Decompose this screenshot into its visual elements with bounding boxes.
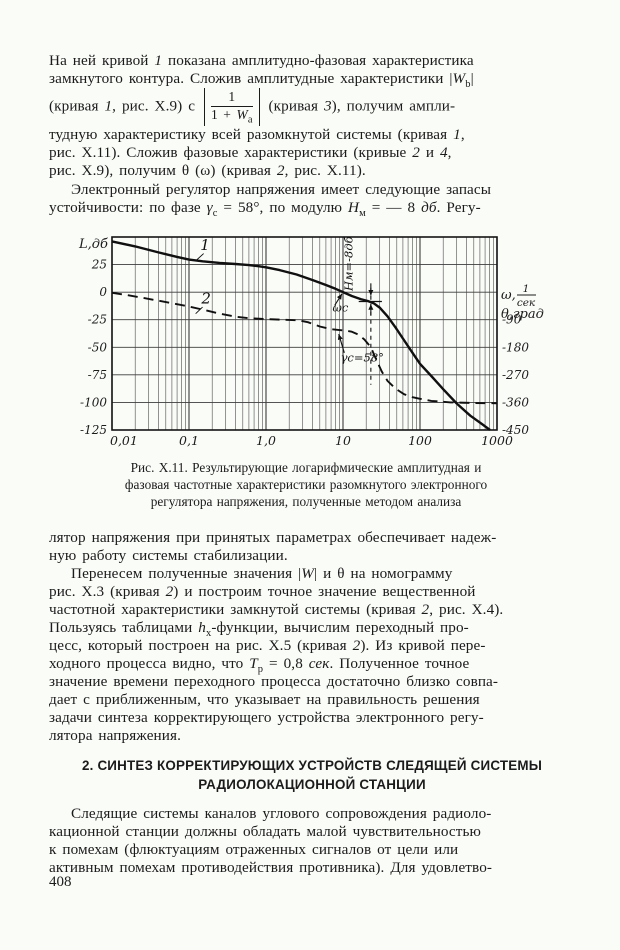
curve-1	[111, 239, 491, 431]
curve-label: 2	[200, 289, 211, 307]
y-tick-left: -75	[88, 367, 107, 381]
left-axis-title: L,дб	[78, 237, 108, 252]
paragraph-1: На ней кривой 1 показана амплитудно-фазо…	[49, 52, 474, 179]
paragraph-4: Перенесем полученные значения |W| и θ на…	[49, 564, 504, 744]
y-tick-left: -100	[80, 395, 107, 409]
curve-label-leader	[196, 252, 204, 260]
x-tick: 0,01	[110, 433, 138, 448]
page-number: 408	[49, 874, 72, 890]
chart-curves: 12	[111, 236, 498, 431]
section-heading: 2. СИНТЕЗ КОРРЕКТИРУЮЩИХ УСТРОЙСТВ СЛЕДЯ…	[81, 757, 543, 792]
plot-frame	[111, 235, 498, 431]
y-tick-right: -450	[502, 423, 529, 437]
arrow-head	[368, 289, 374, 296]
chart-grid	[111, 235, 498, 431]
y-tick-right: -360	[502, 395, 529, 409]
right-axis-frac-num: 1	[523, 283, 530, 295]
curve-2	[111, 291, 498, 404]
x-tick: 0,1	[179, 433, 199, 448]
arrow-head	[337, 333, 343, 340]
curve-label: 1	[200, 236, 210, 254]
y-tick-right: -180	[502, 340, 529, 354]
right-axis-omega-label: ω,	[501, 288, 516, 303]
x-tick: 10	[335, 433, 351, 448]
y-tick-left: -50	[88, 340, 108, 354]
figure-caption: Рис. X.11. Результирующие логарифмически…	[124, 459, 488, 509]
x-tick: 1,0	[256, 433, 276, 448]
chart-annotation: ωc	[332, 300, 348, 314]
arrow-head	[368, 303, 374, 310]
chart-annotation: γc=58°	[341, 350, 384, 364]
x-tick: 100	[408, 433, 432, 448]
paragraph-2: Электронный регулятор напряжения имеет с…	[49, 180, 492, 219]
right-axis-phase-label: θ,град	[501, 307, 544, 322]
right-axis-frac-den: сек	[517, 297, 536, 309]
paragraph-3: лятор напряжения при принятых параметрах…	[49, 528, 497, 564]
y-tick-left: -25	[88, 312, 107, 326]
arrow-head	[336, 293, 342, 300]
paragraph-5: Следящие системы каналов углового сопров…	[49, 804, 493, 876]
chart-markers: Hм=-8дб ωc γc=58°	[332, 235, 384, 385]
y-tick-left: 0	[99, 285, 107, 299]
chart-annotation: Hм=-8дб	[341, 235, 355, 292]
curve-label-leader	[195, 306, 203, 314]
y-tick-right: -90	[502, 312, 522, 326]
y-tick-left: -125	[80, 423, 107, 437]
y-tick-right: -270	[502, 367, 529, 381]
x-tick: 1000	[481, 433, 513, 448]
y-tick-left: 25	[91, 257, 107, 271]
